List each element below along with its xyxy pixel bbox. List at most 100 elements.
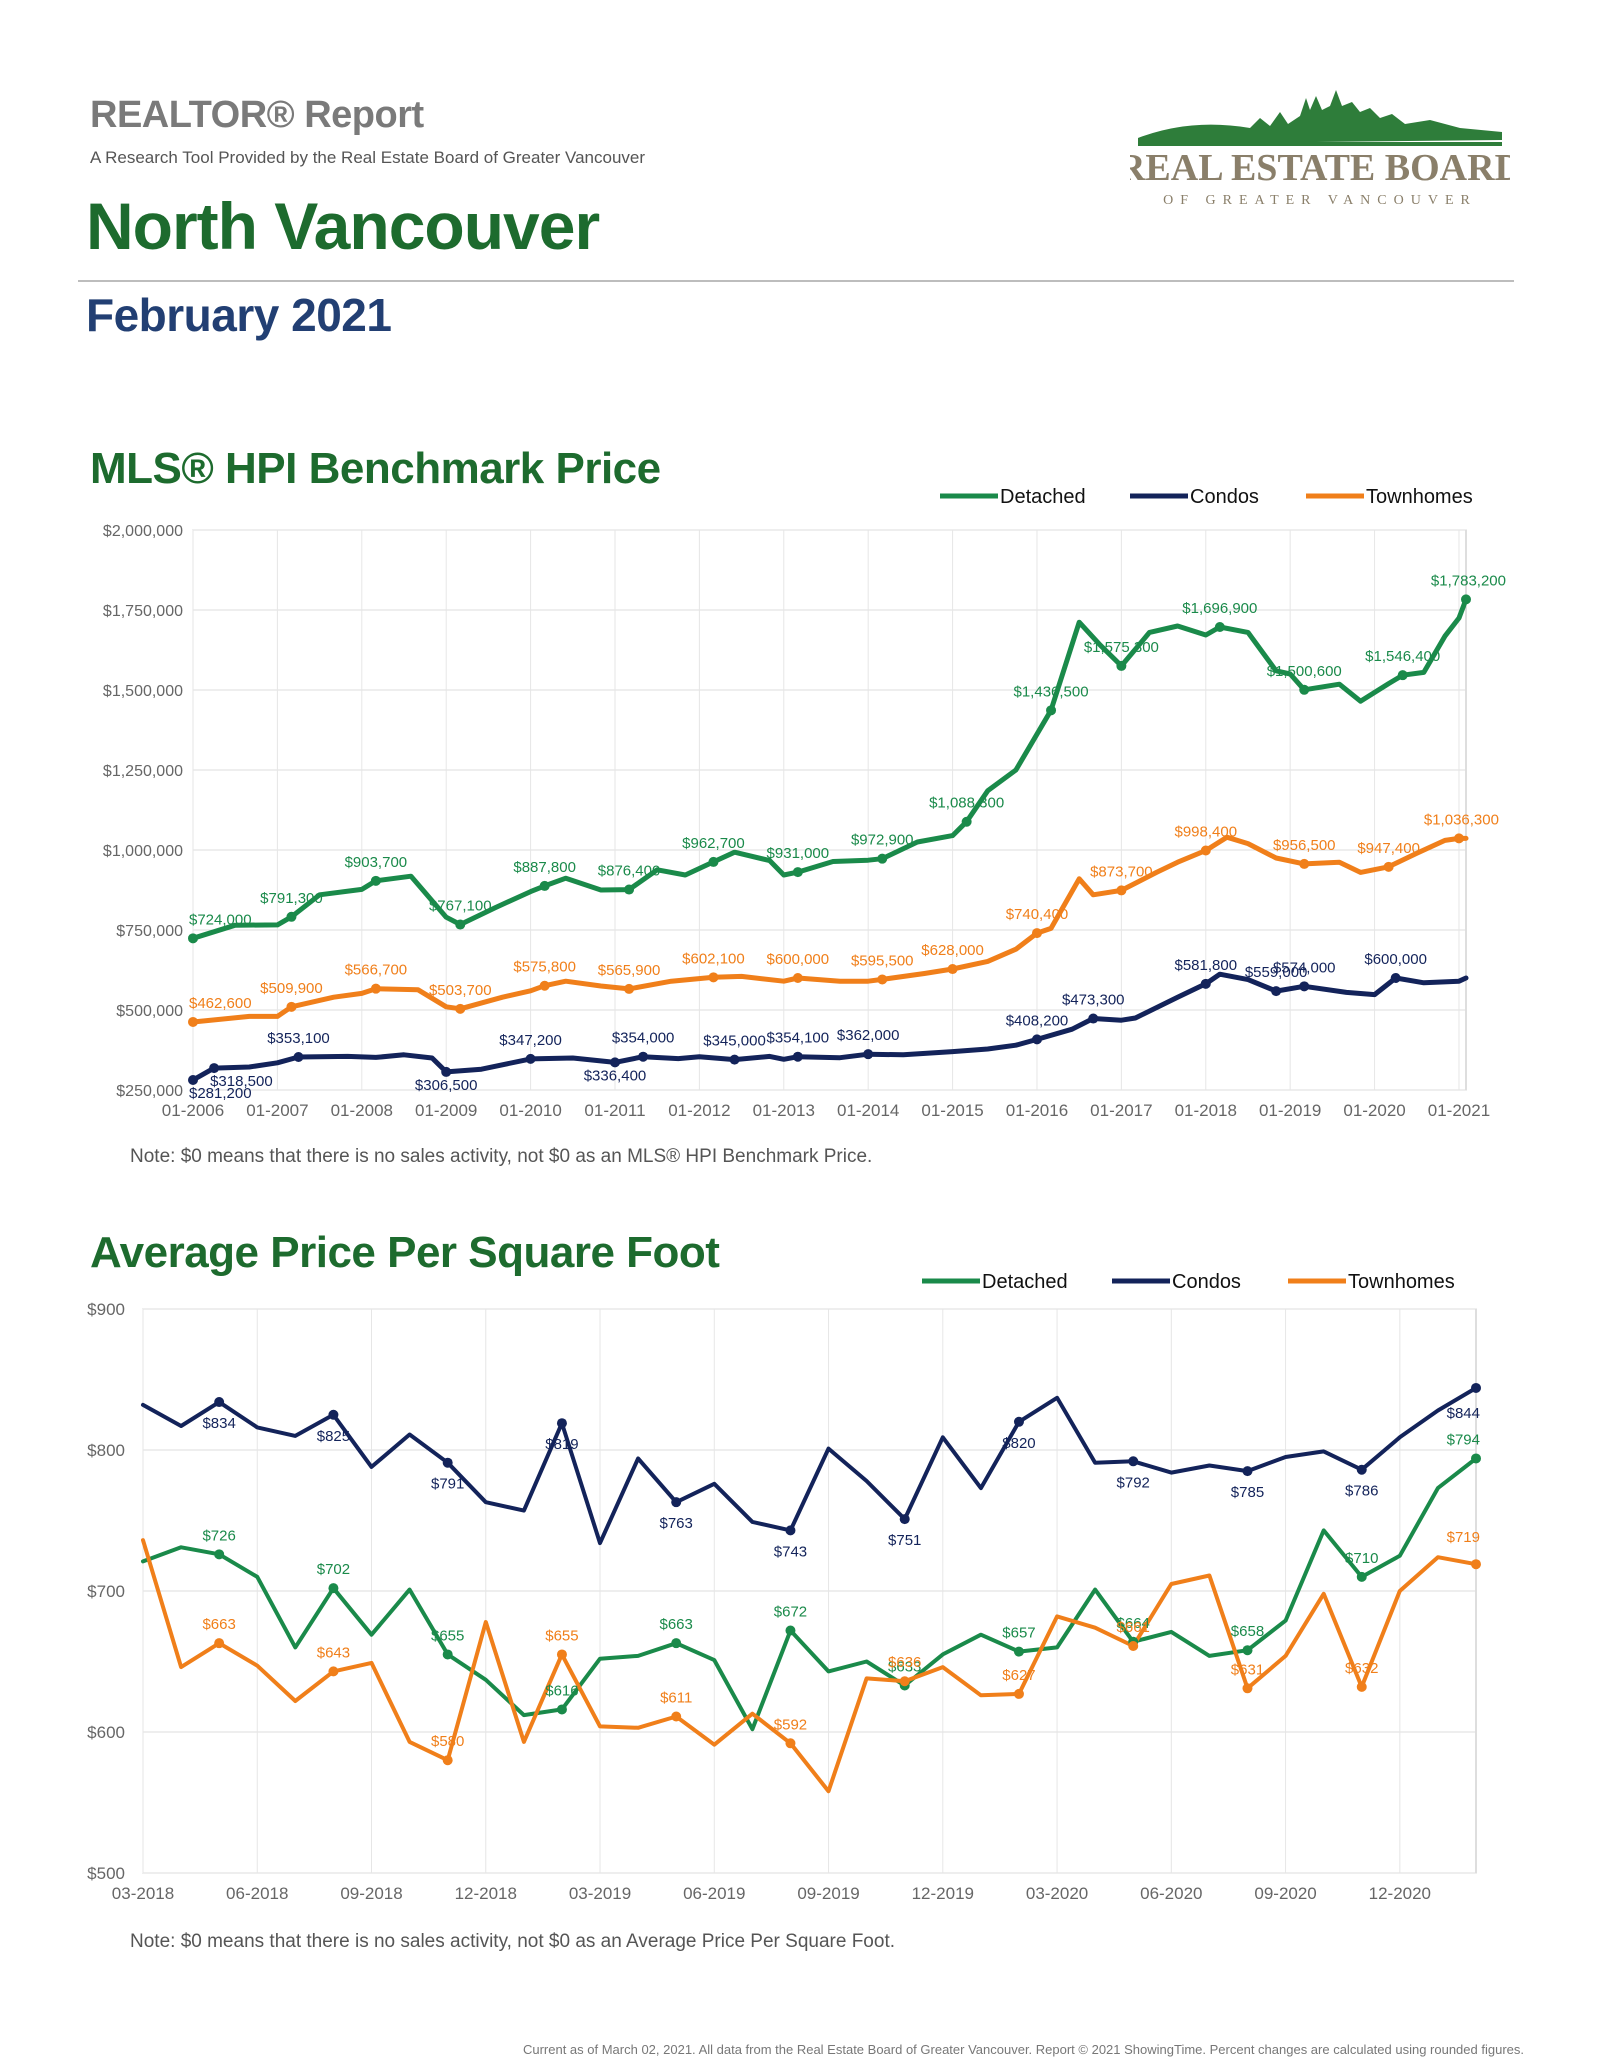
hpi-y-tick-label: $1,500,000 — [103, 683, 183, 700]
psf-data-label-condos: $825 — [317, 1428, 350, 1445]
psf-data-label-condos: $792 — [1117, 1474, 1150, 1491]
hpi-x-tick-label: 01-2006 — [162, 1101, 224, 1120]
hpi-x-tick-label: 01-2016 — [1006, 1101, 1068, 1120]
hpi-data-label-townhomes: $1,036,300 — [1424, 811, 1499, 828]
hpi-data-label-condos: $281,200 — [189, 1085, 252, 1102]
psf-data-point-condos — [1128, 1456, 1139, 1467]
hpi-data-label-condos: $318,500 — [210, 1073, 273, 1090]
psf-legend-label-detached: Detached — [982, 1271, 1068, 1293]
hpi-data-point-townhomes — [624, 983, 635, 994]
hpi-data-label-detached: $972,900 — [851, 832, 914, 849]
hpi-data-label-townhomes: $740,400 — [1006, 906, 1069, 923]
psf-data-point-townhomes — [785, 1738, 796, 1749]
hpi-data-label-detached: $1,783,200 — [1431, 572, 1506, 589]
hpi-data-point-townhomes — [539, 980, 550, 991]
hpi-data-point-detached — [370, 875, 381, 886]
psf-x-tick-label: 12-2019 — [912, 1884, 974, 1903]
psf-data-point-condos — [328, 1409, 339, 1420]
psf-data-point-condos — [1356, 1464, 1367, 1475]
psf-data-label-detached: $702 — [317, 1561, 350, 1578]
hpi-data-point-detached — [1461, 594, 1471, 605]
psf-data-point-townhomes — [1013, 1688, 1024, 1699]
hpi-data-label-detached: $1,696,900 — [1182, 600, 1257, 617]
psf-data-label-detached: $672 — [774, 1603, 807, 1620]
hpi-y-tick-label: $1,250,000 — [103, 763, 183, 780]
skyline-icon — [1138, 90, 1502, 146]
psf-x-tick-label: 09-2019 — [797, 1884, 859, 1903]
hpi-x-tick-label: 01-2013 — [753, 1101, 815, 1120]
hpi-data-point-detached — [188, 933, 198, 944]
hpi-data-point-condos — [638, 1051, 649, 1062]
hpi-data-label-detached: $724,000 — [189, 911, 252, 928]
psf-chart-note: Note: $0 means that there is no sales ac… — [130, 1931, 896, 1952]
hpi-data-point-detached — [877, 853, 888, 864]
hpi-data-label-detached: $791,300 — [260, 890, 323, 907]
psf-x-tick-label: 06-2018 — [226, 1884, 288, 1903]
psf-data-label-condos: $834 — [202, 1415, 235, 1432]
hpi-data-label-condos: $306,500 — [415, 1077, 478, 1094]
hpi-x-tick-label: 01-2021 — [1428, 1101, 1490, 1120]
hpi-data-point-condos — [1271, 986, 1282, 997]
hpi-data-point-condos — [525, 1053, 536, 1064]
psf-data-label-condos: $786 — [1345, 1483, 1378, 1500]
psf-series-line-townhomes — [141, 1538, 1478, 1794]
psf-data-point-detached — [1242, 1645, 1253, 1656]
hpi-x-tick-label: 01-2014 — [837, 1101, 899, 1120]
hpi-data-point-townhomes — [708, 972, 719, 983]
hpi-data-point-condos — [293, 1052, 304, 1063]
hpi-y-tick-label: $750,000 — [116, 923, 183, 940]
hpi-x-tick-label: 01-2019 — [1259, 1101, 1321, 1120]
hpi-y-tick-label: $2,000,000 — [103, 523, 183, 540]
hpi-data-point-condos — [1299, 981, 1310, 992]
psf-legend-label-condos: Condos — [1172, 1271, 1241, 1293]
hpi-data-point-detached — [1116, 660, 1127, 671]
hpi-data-point-condos — [729, 1054, 740, 1065]
hpi-data-label-townhomes: $566,700 — [345, 962, 408, 979]
hpi-x-tick-label: 01-2011 — [584, 1101, 645, 1120]
psf-data-point-townhomes — [1242, 1683, 1253, 1694]
psf-data-point-detached — [1013, 1646, 1024, 1657]
hpi-data-label-detached: $1,088,300 — [929, 795, 1004, 812]
psf-data-label-detached: $710 — [1345, 1550, 1378, 1567]
hpi-data-label-townhomes: $956,500 — [1273, 837, 1336, 854]
hpi-data-label-townhomes: $628,000 — [921, 942, 984, 959]
region-title: North Vancouver — [86, 189, 600, 263]
psf-data-point-detached — [556, 1704, 567, 1715]
hpi-data-label-condos: $473,300 — [1062, 992, 1125, 1009]
psf-data-label-condos: $751 — [888, 1532, 921, 1549]
hpi-legend-label-condos: Condos — [1190, 486, 1259, 508]
hpi-data-point-condos — [792, 1051, 803, 1062]
hpi-data-label-detached: $903,700 — [345, 854, 408, 871]
hpi-data-point-townhomes — [1383, 861, 1394, 872]
hpi-data-point-detached — [1397, 670, 1408, 681]
hpi-data-label-detached: $1,436,500 — [1014, 683, 1089, 700]
logo-line1: REAL ESTATE BOARD — [1130, 147, 1510, 189]
psf-data-point-detached — [214, 1549, 225, 1560]
psf-data-label-detached: $633 — [888, 1658, 921, 1675]
hpi-data-point-condos — [1088, 1013, 1099, 1024]
psf-data-label-condos: $844 — [1447, 1405, 1480, 1422]
psf-series-line-condos — [141, 1386, 1478, 1546]
psf-data-label-detached: $664 — [1117, 1615, 1150, 1632]
hpi-x-tick-label: 01-2007 — [246, 1101, 308, 1120]
hpi-data-label-townhomes: $595,500 — [851, 952, 914, 969]
hpi-data-point-condos — [1390, 973, 1401, 983]
psf-data-point-detached — [785, 1625, 796, 1636]
hpi-data-label-townhomes: $575,800 — [513, 959, 576, 976]
psf-x-tick-label: 03-2019 — [569, 1884, 631, 1903]
hpi-data-label-condos: $354,100 — [767, 1030, 830, 1047]
psf-data-label-townhomes: $663 — [202, 1616, 235, 1633]
psf-data-point-detached — [1356, 1571, 1367, 1582]
hpi-data-point-townhomes — [455, 1003, 466, 1014]
psf-chart-title: Average Price Per Square Foot — [90, 1228, 720, 1277]
psf-data-point-condos — [1242, 1466, 1253, 1477]
hpi-data-point-condos — [1200, 978, 1211, 989]
psf-data-label-condos: $785 — [1231, 1484, 1264, 1501]
psf-data-point-detached — [1471, 1453, 1481, 1464]
psf-data-point-condos — [214, 1397, 225, 1408]
psf-data-point-townhomes — [556, 1649, 567, 1660]
psf-data-label-condos: $819 — [545, 1436, 578, 1453]
psf-y-tick-label: $900 — [87, 1300, 125, 1319]
hpi-data-label-condos: $353,100 — [267, 1030, 330, 1047]
hpi-data-point-detached — [455, 919, 466, 930]
